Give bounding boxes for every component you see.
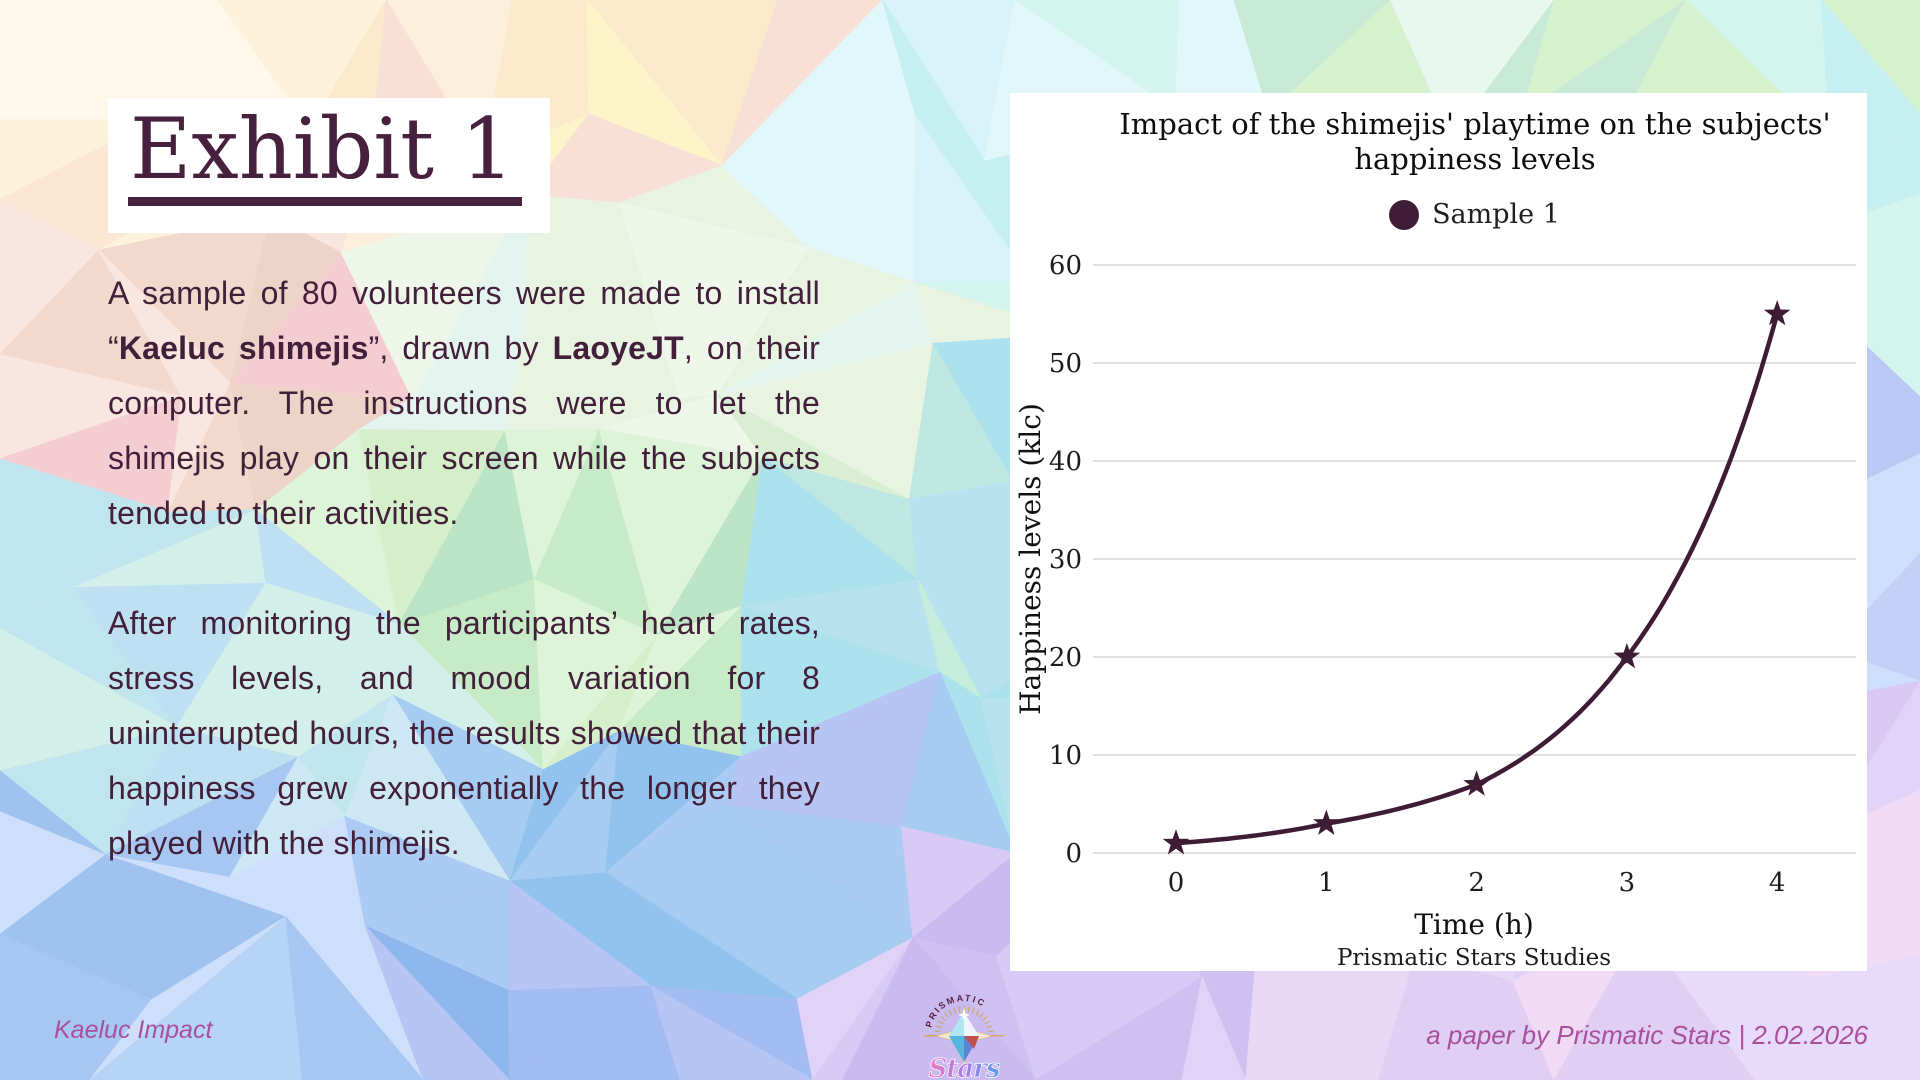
text-run: ”, drawn by — [368, 330, 553, 366]
logo-script-text: Stars — [929, 1054, 1001, 1080]
happiness-chart: 0 10 20 30 40 50 60 0 1 2 3 4 Time (h) Happiness leve… — [1014, 251, 1856, 971]
prismatic-stars-logo: PRISMATIC Stars — [924, 993, 1004, 1080]
data-point-star — [1463, 770, 1490, 796]
page-title: Exhibit 1 — [128, 104, 523, 206]
data-point-star — [1162, 829, 1190, 855]
legend-label: Sample 1 — [1432, 199, 1560, 230]
data-point-star — [1763, 300, 1791, 326]
body-text: A sample of 80 volunteers were made to i… — [108, 266, 820, 926]
text-run: After monitoring the participants’ heart… — [108, 605, 820, 861]
y-tick-label: 40 — [1049, 447, 1082, 477]
y-tick-label: 0 — [1065, 839, 1082, 869]
logo-tagline-left — [924, 1035, 938, 1037]
footer-right-label: a paper by Prismatic Stars | 2.02.2026 — [1426, 1020, 1868, 1050]
y-tick-label: 30 — [1049, 545, 1082, 575]
legend-marker-dot — [1389, 199, 1420, 230]
data-point-star — [1613, 643, 1641, 669]
data-point-star — [1313, 809, 1340, 835]
chart-caption: Prismatic Stars Studies — [1337, 945, 1611, 971]
bold-term: Kaeluc shimejis — [118, 330, 369, 366]
body-paragraph: A sample of 80 volunteers were made to i… — [108, 266, 820, 541]
y-tick-label: 20 — [1049, 643, 1082, 673]
x-tick-label: 2 — [1468, 868, 1485, 898]
exhibit-title-box: Exhibit 1 — [108, 98, 550, 233]
x-tick-label: 3 — [1619, 868, 1636, 898]
x-axis-label: Time (h) — [1414, 908, 1534, 941]
series-line — [1173, 311, 1780, 846]
text-run: A sample of 80 volunteers were made to i… — [108, 275, 820, 366]
footer-left-label: Kaeluc Impact — [54, 1016, 213, 1044]
bold-term: LaoyeJT — [552, 330, 684, 366]
y-tick-label: 10 — [1049, 741, 1082, 771]
text-run: , on their computer. The instructions we… — [108, 330, 821, 531]
x-tick-label: 0 — [1168, 868, 1185, 898]
logo-tagline-right — [990, 1035, 1004, 1037]
chart-panel: 0 10 20 30 40 50 60 0 1 2 3 4 Time (h) Happiness leve… — [1010, 93, 1867, 971]
y-tick-label: 60 — [1049, 251, 1082, 281]
y-tick-label: 50 — [1049, 349, 1082, 379]
chart-title: Impact of the shimejis' playtime on the … — [1119, 107, 1831, 177]
logo-gem — [949, 1009, 979, 1062]
y-axis-label: Happiness levels (klc) — [1014, 403, 1047, 715]
x-tick-label: 1 — [1318, 868, 1335, 898]
chart-legend: Sample 1 — [1093, 199, 1856, 230]
x-tick-label: 4 — [1769, 868, 1786, 898]
body-paragraph: After monitoring the participants’ heart… — [108, 596, 820, 871]
